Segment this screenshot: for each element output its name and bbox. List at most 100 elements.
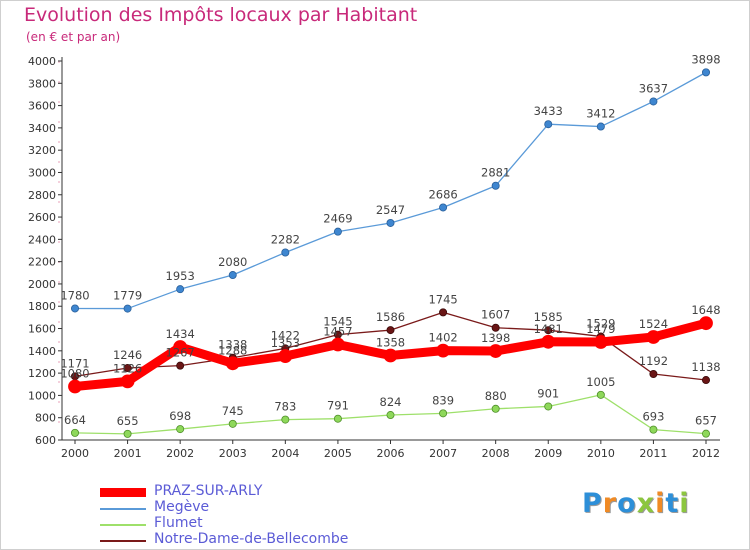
y-tick-label: 4000 [28,55,56,68]
data-point-praz [488,344,503,358]
data-point-megeve [123,304,132,313]
data-label-flumet: 664 [64,413,86,427]
data-point-praz [541,334,556,349]
y-tick-label: 2800 [28,189,56,202]
data-label-megeve: 2881 [481,166,510,180]
legend-label: Megève [154,499,210,515]
data-label-flumet: 655 [117,414,139,428]
x-tick-label: 2010 [587,447,615,460]
y-tick-label: 1600 [28,323,56,336]
y-tick-label: 2400 [28,233,56,246]
data-point-flumet [439,409,448,418]
data-label-megeve: 2080 [218,255,247,269]
data-label-flumet: 880 [485,389,507,403]
data-label-megeve: 2282 [271,233,300,247]
data-point-megeve [281,248,290,257]
data-label-praz: 1080 [60,366,89,380]
data-point-praz [331,337,345,352]
data-label-megeve: 1953 [166,269,195,283]
x-tick-label: 2002 [166,447,194,460]
data-label-flumet: 901 [537,386,559,400]
data-point-megeve [333,227,342,236]
data-label-notre-dame: 1171 [60,356,89,370]
data-point-praz [68,379,82,394]
data-label-praz: 1434 [166,327,195,341]
data-label-notre-dame: 1607 [481,308,510,322]
data-point-megeve [439,203,448,212]
data-point-notre-dame [702,376,711,385]
data-label-flumet: 783 [274,400,296,414]
data-label-praz: 1398 [481,331,510,345]
data-label-notre-dame: 1422 [271,328,300,342]
x-tick-label: 2011 [639,447,667,460]
data-label-praz: 1648 [691,303,720,317]
y-tick-label: 3000 [28,166,56,179]
x-tick-label: 2007 [429,447,457,460]
data-point-praz [173,340,188,354]
line-chart: 600 800 1000 1200 1400 1600 1800 2000 2200 2400 26… [28,52,721,460]
data-point-megeve [71,304,80,313]
data-label-megeve: 2547 [376,203,405,217]
data-point-megeve [649,97,658,106]
data-point-flumet [71,428,80,437]
data-point-flumet [649,425,658,434]
data-point-praz [699,316,713,331]
data-point-notre-dame [544,326,553,335]
data-point-praz [120,374,135,389]
data-point-notre-dame [386,326,395,335]
y-tick-label: 1400 [28,345,56,358]
data-point-flumet [596,390,605,399]
y-tick-label: 3600 [28,100,56,113]
data-point-praz [436,343,450,358]
legend-swatch [100,540,146,542]
y-tick-label: 2600 [28,211,56,224]
data-label-megeve: 3898 [691,52,720,66]
data-label-megeve: 3637 [639,81,668,95]
data-label-megeve: 1779 [113,289,142,303]
x-tick-label: 2006 [377,447,405,460]
data-point-megeve [544,120,553,129]
y-tick-label: 3400 [28,122,56,135]
data-label-praz: 1288 [218,343,247,357]
y-tick-label: 2200 [28,256,56,269]
data-point-flumet [176,425,185,434]
data-label-megeve: 1780 [60,288,89,302]
data-point-flumet [702,429,711,438]
data-label-notre-dame: 1267 [166,346,195,360]
legend-label: PRAZ-SUR-ARLY [154,483,263,499]
y-tick-label: 600 [35,434,56,447]
data-label-flumet: 745 [222,404,244,418]
data-point-megeve [228,271,237,280]
data-label-notre-dame: 1745 [428,292,457,306]
data-point-megeve [491,181,500,190]
x-tick-label: 2003 [219,447,247,460]
data-label-praz: 1479 [586,322,615,336]
data-point-notre-dame [439,308,448,317]
data-point-notre-dame [649,370,658,379]
y-tick-label: 2000 [28,278,56,291]
data-point-praz [278,349,293,363]
data-point-flumet [228,419,237,428]
data-label-praz: 1457 [323,324,352,338]
data-point-praz [225,356,240,371]
data-label-notre-dame: 1585 [534,310,563,324]
y-tick-label: 3200 [28,144,56,157]
data-label-praz: 1353 [271,336,300,350]
data-label-notre-dame: 1192 [639,354,668,368]
data-point-flumet [333,414,342,423]
legend-label: Notre-Dame-de-Bellecombe [154,531,349,547]
x-tick-label: 2008 [482,447,510,460]
data-label-megeve: 3412 [586,107,615,121]
data-label-praz: 1358 [376,336,405,350]
chart-subtitle: (en € et par an) [26,30,121,44]
y-tick-label: 1800 [28,300,56,313]
y-tick-label: 3800 [28,77,56,90]
data-label-flumet: 698 [169,409,191,423]
legend-label: Flumet [154,515,203,531]
data-label-megeve: 2686 [428,187,457,201]
legend-swatch [100,524,146,526]
data-label-flumet: 657 [695,414,717,428]
data-label-flumet: 824 [380,395,402,409]
data-point-megeve [702,68,711,77]
